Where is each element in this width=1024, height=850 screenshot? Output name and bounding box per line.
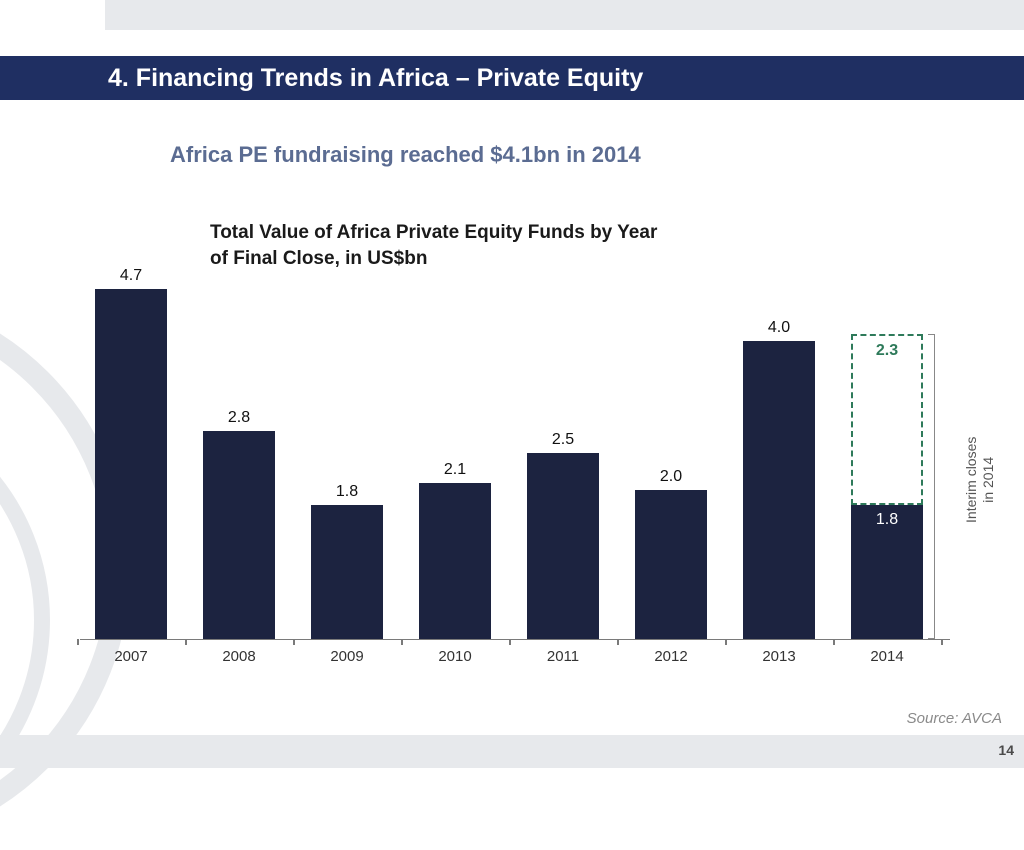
source-label: Source: AVCA <box>907 710 1002 727</box>
bar-value-label: 2.1 <box>419 461 491 479</box>
bar <box>311 505 383 639</box>
slide-subtitle: Africa PE fundraising reached $4.1bn in … <box>170 142 641 168</box>
bar-slot: 2.8 <box>203 289 275 639</box>
axis-tick <box>293 639 295 645</box>
x-axis-label: 2013 <box>743 648 815 665</box>
x-axis-label: 2007 <box>95 648 167 665</box>
bar <box>527 453 599 639</box>
bracket-icon <box>929 334 935 639</box>
bottom-strip <box>0 735 1024 768</box>
plot-area: 4.72.81.82.12.52.04.01.82.3Interim close… <box>80 290 950 640</box>
bar <box>743 341 815 639</box>
bar-slot: 2.5 <box>527 289 599 639</box>
bar-slot: 4.7 <box>95 289 167 639</box>
bar-value-label: 2.8 <box>203 409 275 427</box>
axis-tick <box>401 639 403 645</box>
bar-value-label: 4.0 <box>743 319 815 337</box>
x-axis-label: 2012 <box>635 648 707 665</box>
bar-slot: 1.82.3Interim closesin 2014 <box>851 289 923 639</box>
chart-title: Total Value of Africa Private Equity Fun… <box>210 220 670 271</box>
x-axis-label: 2010 <box>419 648 491 665</box>
bar-dashed-label: 2.3 <box>851 342 923 360</box>
side-annotation: Interim closesin 2014 <box>963 425 997 535</box>
axis-tick <box>185 639 187 645</box>
bar <box>95 289 167 639</box>
title-bar: 4. Financing Trends in Africa – Private … <box>0 56 1024 100</box>
axis-tick <box>725 639 727 645</box>
top-strip <box>105 0 1024 30</box>
bar-slot: 4.0 <box>743 289 815 639</box>
axis-tick <box>77 639 79 645</box>
bar-slot: 1.8 <box>311 289 383 639</box>
bar <box>419 483 491 639</box>
page-number: 14 <box>998 742 1014 758</box>
x-axis-label: 2011 <box>527 648 599 665</box>
bar-chart: 4.72.81.82.12.52.04.01.82.3Interim close… <box>80 290 950 670</box>
bar-value-label: 1.8 <box>311 483 383 501</box>
bar-value-label: 4.7 <box>95 267 167 285</box>
bar-slot: 2.0 <box>635 289 707 639</box>
x-axis-label: 2008 <box>203 648 275 665</box>
axis-tick <box>941 639 943 645</box>
bar-slot: 2.1 <box>419 289 491 639</box>
bar <box>203 431 275 640</box>
x-axis-label: 2014 <box>851 648 923 665</box>
axis-tick <box>833 639 835 645</box>
bar-value-label: 2.5 <box>527 431 599 449</box>
bar-value-label: 2.0 <box>635 468 707 486</box>
bar <box>635 490 707 639</box>
slide-title: 4. Financing Trends in Africa – Private … <box>108 64 643 93</box>
axis-tick <box>617 639 619 645</box>
bar-value-label: 1.8 <box>851 511 923 529</box>
axis-tick <box>509 639 511 645</box>
x-axis-label: 2009 <box>311 648 383 665</box>
